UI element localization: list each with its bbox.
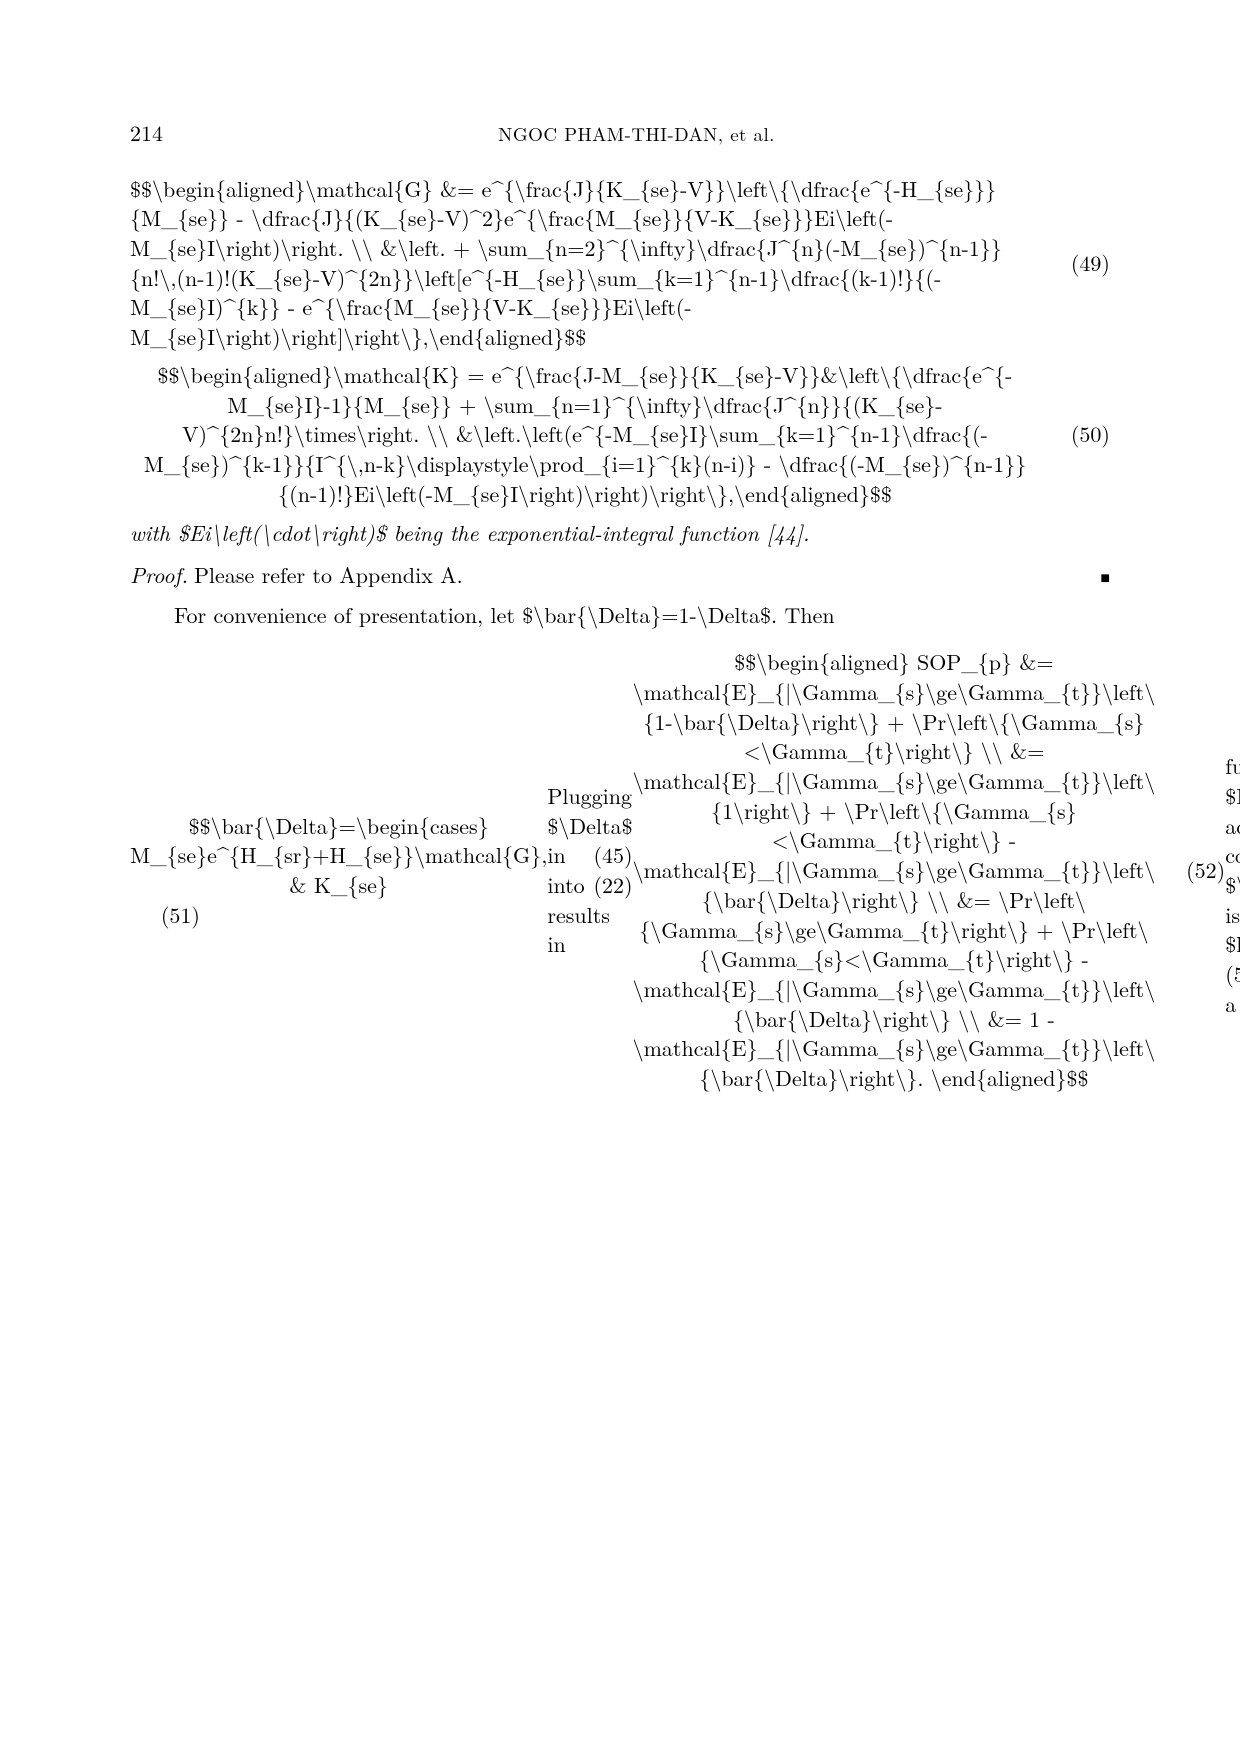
equation-49-body: $$\begin{aligned}\mathcal{G} &= e^{\frac… — [130, 174, 1040, 352]
page-number: 214 — [130, 118, 163, 148]
equation-50-number: (50) — [1040, 419, 1110, 449]
equation-51-number: (51) — [130, 900, 200, 930]
equation-50: $$\begin{aligned}\mathcal{K} = e^{\frac{… — [130, 360, 1110, 508]
para-convenience: For convenience of presentation, let $\b… — [130, 600, 1110, 630]
equation-51: $$\bar{\Delta}=\begin{cases} M_{se}e^{H_… — [130, 639, 1110, 1100]
proof-line: Proof. Please refer to Appendix A. ■ — [130, 560, 1110, 590]
equation-52-body: $$\begin{aligned} SOP_{p} &= \mathcal{E}… — [633, 647, 1156, 1092]
equation-52: $$\begin{aligned} SOP_{p} &= \mathcal{E}… — [633, 647, 1226, 1092]
page: 214 NGOC PHAM-THI-DAN, et al. $$\begin{a… — [0, 0, 1240, 1753]
equation-52-number: (52) — [1155, 855, 1225, 885]
header-author: NGOC PHAM-THI-DAN, et al. — [163, 121, 1110, 147]
equation-50-body: $$\begin{aligned}\mathcal{K} = e^{\frac{… — [130, 360, 1040, 508]
equation-49: $$\begin{aligned}\mathcal{G} &= e^{\frac… — [130, 174, 1110, 352]
proof-text: Please refer to Appendix A. — [194, 560, 463, 590]
qed-symbol: ■ — [1100, 566, 1110, 588]
equation-51-body: $$\bar{\Delta}=\begin{cases} M_{se}e^{H_… — [130, 811, 547, 930]
ei-note: with $Ei\left(\cdot\right)$ being the ex… — [130, 518, 1110, 548]
running-head: 214 NGOC PHAM-THI-DAN, et al. — [130, 118, 1110, 148]
equation-49-number: (49) — [1040, 248, 1110, 278]
para-plug: Plugging $\Delta$ in (45) into (22) resu… — [547, 781, 632, 959]
proof-label: Proof. — [130, 560, 188, 590]
para-because: Because $\bar{\Delta}$ is a function of … — [1225, 722, 1240, 1019]
